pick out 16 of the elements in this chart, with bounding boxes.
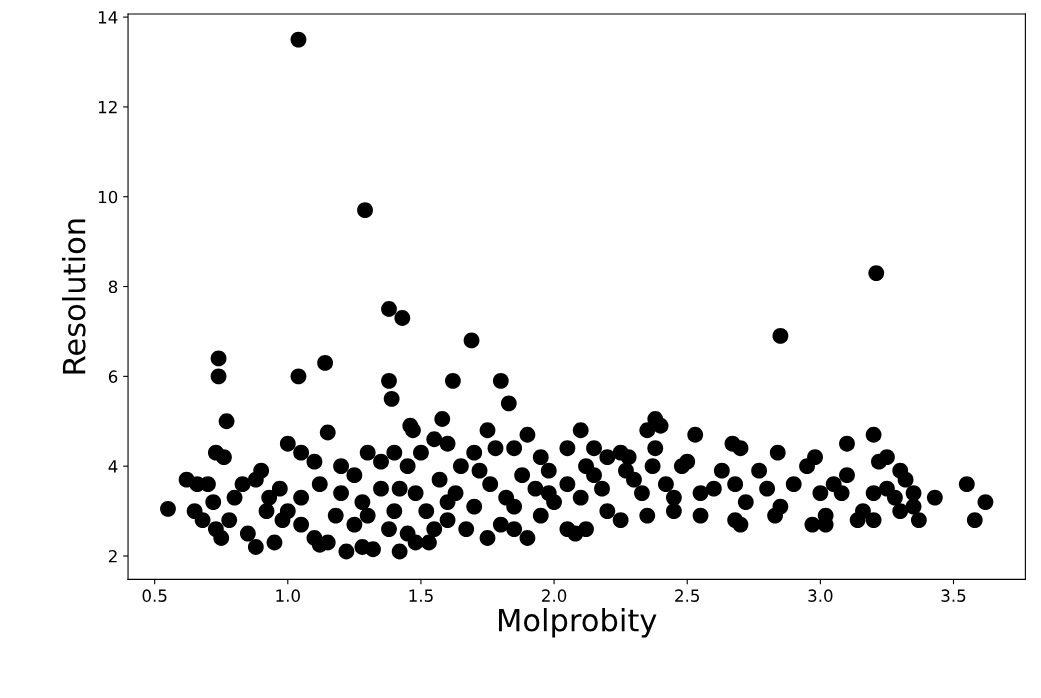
y-tick-label: 10 xyxy=(98,190,118,204)
y-tick-label: 6 xyxy=(108,370,118,383)
x-tick-label: 2.5 xyxy=(675,589,700,602)
x-tick-label: 3.5 xyxy=(941,589,966,602)
y-tick-label: 14 xyxy=(98,11,118,24)
x-tick-label: 1.5 xyxy=(409,589,433,602)
x-axis-title: Molprobity xyxy=(498,607,657,638)
x-tick-label: 1.0 xyxy=(276,589,300,602)
y-tick-label: 4 xyxy=(108,460,118,473)
x-tick-label: 2.0 xyxy=(542,589,567,602)
y-tick-label: 2 xyxy=(108,549,117,563)
x-tick-label: 0.5 xyxy=(142,589,167,602)
y-axis-title: Resolution xyxy=(61,219,86,374)
y-tick-label: 12 xyxy=(98,100,117,114)
x-tick-label: 3.0 xyxy=(808,589,833,602)
y-tick-label: 8 xyxy=(108,280,118,294)
